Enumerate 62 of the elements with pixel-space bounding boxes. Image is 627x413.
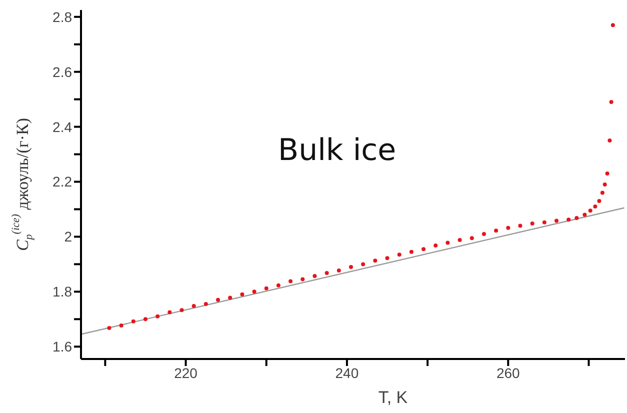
point [168, 310, 172, 314]
y-tick-label: 2.8 [52, 8, 72, 25]
point [588, 208, 592, 213]
point [107, 326, 112, 330]
point [458, 238, 462, 242]
point [434, 244, 438, 248]
point [518, 224, 522, 228]
point [288, 279, 293, 284]
point [597, 198, 602, 203]
point [156, 314, 160, 318]
point [240, 292, 244, 296]
point [605, 172, 610, 176]
point [609, 100, 614, 104]
point [610, 23, 615, 28]
y-tick-label: 2.4 [52, 118, 72, 135]
point [348, 264, 353, 269]
point [180, 308, 184, 312]
y-tick-label: 2.2 [52, 174, 72, 190]
point [542, 220, 546, 224]
point [566, 218, 571, 222]
point [252, 290, 256, 294]
point [554, 218, 558, 223]
point [204, 302, 208, 306]
point [409, 250, 414, 254]
point [228, 296, 232, 300]
point [324, 270, 329, 275]
point [300, 277, 305, 282]
point [216, 298, 220, 302]
x-tick-label: 240 [335, 364, 359, 381]
point [446, 240, 450, 245]
point [582, 212, 587, 217]
point [119, 323, 124, 328]
point [574, 216, 579, 220]
point [131, 319, 136, 324]
point [397, 252, 402, 257]
x-tick-label: 260 [496, 364, 520, 381]
x-tick-label: 220 [174, 364, 198, 381]
y-tick-label: 1.8 [52, 284, 72, 300]
point [143, 317, 148, 322]
point [276, 283, 280, 288]
point [593, 204, 598, 208]
point [530, 222, 534, 226]
point [312, 274, 317, 278]
point [192, 304, 196, 308]
y-tick-label: 1.6 [52, 338, 72, 355]
point [385, 256, 390, 260]
annotation: Bulk ice [278, 133, 396, 168]
point [336, 268, 341, 273]
point [602, 182, 607, 186]
point [608, 138, 612, 143]
point [264, 286, 268, 290]
point [373, 258, 378, 263]
point [494, 228, 498, 233]
y-tick-label: 2 [64, 228, 72, 245]
point [600, 190, 604, 195]
point [506, 226, 510, 230]
point [482, 232, 486, 236]
y-tick-label: 2.6 [52, 64, 72, 80]
x-axis-title: T, K [378, 388, 408, 407]
point [470, 236, 474, 240]
point [422, 247, 426, 252]
point [361, 262, 366, 266]
